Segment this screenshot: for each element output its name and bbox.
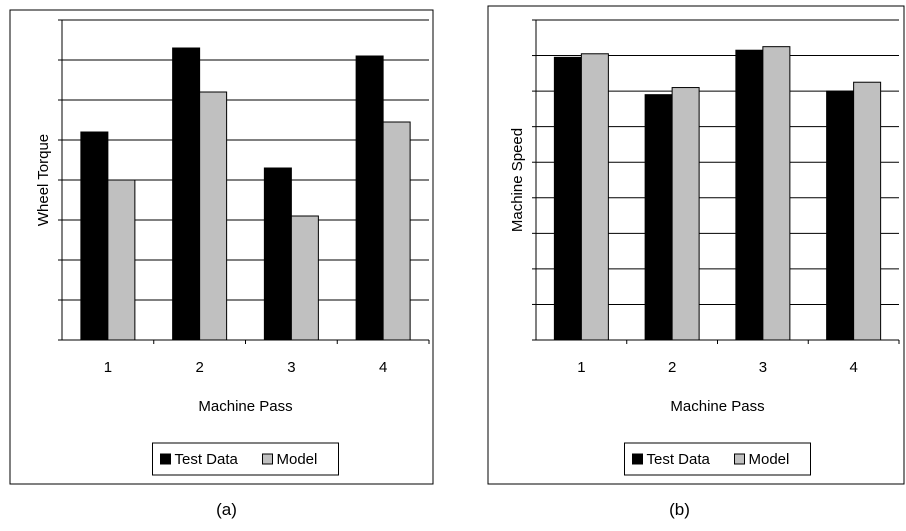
- chart-b: 1 2 3 4 Machine Pass Machine Speed Test Data Mo…: [453, 0, 906, 531]
- chart-frame: [9, 9, 434, 485]
- legend-box: [152, 442, 339, 476]
- y-axis-label: Machine Speed: [509, 128, 526, 232]
- x-axis-label: Machine Pass: [198, 398, 292, 415]
- x-axis-label: Machine Pass: [670, 398, 764, 415]
- y-axis-label: Wheel Torque: [35, 134, 52, 226]
- legend-swatch-test-data: [632, 453, 643, 465]
- bar-test-data: [80, 131, 109, 341]
- chart-b-svg: 1 2 3 4 Machine Pass Machine Speed Test Data Mo…: [487, 5, 905, 485]
- chart-a: 1 2 3 4 Machine Pass Wheel Torque Test Data Mod…: [9, 9, 434, 519]
- bar-test-data: [553, 56, 582, 341]
- x-tick-label: 4: [379, 359, 387, 376]
- x-tick-label: 2: [195, 359, 203, 376]
- bar-test-data: [263, 167, 292, 341]
- bar-model: [762, 46, 791, 341]
- bar-test-data: [355, 55, 384, 341]
- x-tick-label: 3: [287, 359, 295, 376]
- bar-test-data: [172, 47, 201, 341]
- chart-frame: [487, 5, 905, 485]
- legend-swatch-test-data: [160, 453, 171, 465]
- x-tick-label: 1: [577, 359, 585, 376]
- bar-model: [853, 81, 882, 341]
- bar-model: [580, 53, 609, 341]
- x-tick-label: 2: [668, 359, 676, 376]
- legend: Test Data Model: [152, 442, 339, 476]
- bar-model: [199, 91, 228, 341]
- legend-label-model: Model: [749, 451, 790, 468]
- chart-a-svg: 1 2 3 4 Machine Pass Wheel Torque Test Data Mod…: [9, 9, 434, 485]
- bar-test-data: [735, 49, 764, 341]
- legend-swatch-model: [734, 453, 745, 465]
- bar-model: [290, 215, 319, 341]
- legend-box: [624, 442, 811, 476]
- legend-label-test-data: Test Data: [175, 451, 239, 468]
- legend-label-model: Model: [277, 451, 318, 468]
- chart-a-caption: (a): [216, 500, 237, 519]
- bar-model: [382, 121, 411, 341]
- legend-swatch-model: [262, 453, 273, 465]
- bar-model: [671, 87, 700, 341]
- bar-model: [107, 179, 136, 341]
- legend-label-test-data: Test Data: [647, 451, 711, 468]
- legend: Test Data Model: [624, 442, 811, 476]
- chart-b-caption: (b): [669, 500, 690, 519]
- bar-test-data: [644, 94, 673, 341]
- x-tick-label: 4: [849, 359, 857, 376]
- bar-test-data: [826, 90, 855, 341]
- x-tick-label: 1: [104, 359, 112, 376]
- x-tick-label: 3: [759, 359, 767, 376]
